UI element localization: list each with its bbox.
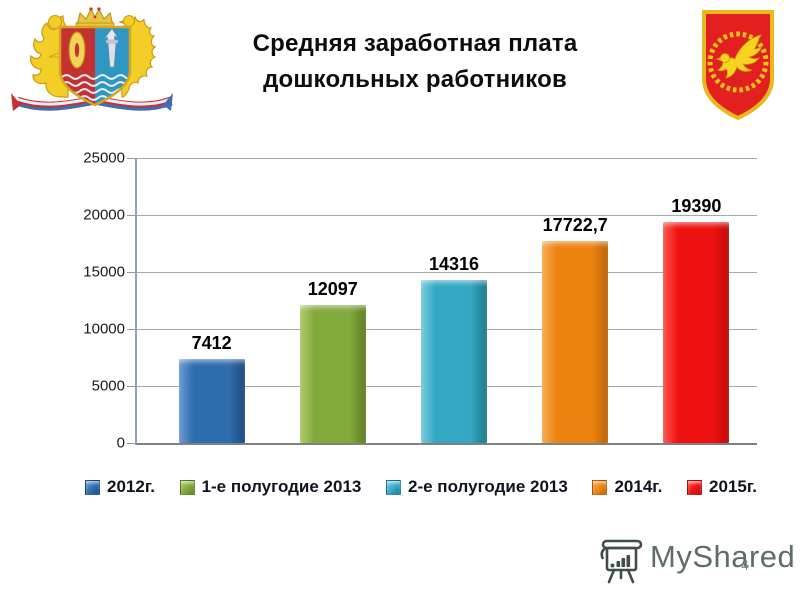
y-axis-label-25000: 25000 [83, 149, 125, 167]
legend-swatch-orange [592, 479, 608, 495]
golden-wreath-ring [707, 31, 769, 93]
bar-value-label-blue: 7412 [191, 332, 232, 353]
y-axis-label-5000: 5000 [91, 377, 125, 395]
bars-row: 7412 12097 14316 17722,7 19390 [137, 158, 757, 443]
legend-label-blue: 2012г. [107, 477, 155, 496]
legend-swatch-green [179, 479, 195, 495]
bar-group-teal: 14316 [393, 158, 514, 443]
bar-orange [542, 240, 609, 443]
legend-item-orange: 2014г. [592, 477, 662, 497]
myshared-brand-text: MyShared [650, 539, 796, 574]
legend-label-green: 1-е полугодие 2013 [201, 477, 362, 496]
bar-value-label-teal: 14316 [428, 253, 480, 274]
slide-title-line1: Средняя заработная плата [252, 30, 578, 57]
golden-lion-supporter [29, 15, 69, 98]
bar-group-orange: 17722,7 [515, 158, 636, 443]
slide-title: Средняя заработная плата дошкольных рабо… [185, 26, 645, 98]
bar-green [299, 305, 366, 443]
y-axis-tick-15000 [127, 272, 135, 273]
legend-item-blue: 2012г. [85, 477, 155, 497]
crown-icon [75, 7, 115, 28]
bar-value-label-green: 12097 [307, 279, 358, 300]
legend-label-teal: 2-е полугодие 2013 [408, 477, 568, 496]
y-axis-tick-10000 [127, 329, 135, 330]
golden-falcon-icon [716, 34, 763, 84]
legend-item-teal: 2-е полугодие 2013 [386, 477, 568, 497]
bar-group-blue: 7412 [151, 158, 272, 443]
legend-label-orange: 2014г. [614, 477, 663, 496]
bar-value-label-orange: 17722,7 [542, 214, 608, 235]
shield [58, 25, 132, 107]
y-axis-tick-0 [127, 443, 135, 444]
legend-swatch-red [687, 479, 703, 495]
gridline-15000 [137, 272, 757, 273]
bar-value-label-red: 19390 [671, 195, 722, 216]
bar-group-green: 12097 [272, 158, 393, 443]
myshared-watermark: MyShared [598, 536, 795, 586]
gridline-25000 [137, 158, 757, 159]
y-axis-tick-25000 [127, 158, 135, 159]
easel-presentation-icon [600, 539, 643, 584]
falcon-coat-of-arms [702, 10, 774, 121]
ivanovo-oblast-coat-of-arms [11, 7, 173, 111]
legend-label-red: 2015г. [709, 477, 757, 496]
legend-swatch-blue [85, 479, 100, 495]
legend-item-red: 2015г. [687, 477, 757, 497]
bar-group-red: 19390 [636, 158, 757, 443]
chart-legend: 2012г. 1-е полугодие 2013 2-е полугодие 20… [85, 477, 757, 497]
bar-red [663, 221, 730, 443]
legend-item-green: 1-е полугодие 2013 [179, 477, 362, 497]
gridline-20000 [137, 215, 757, 216]
slide-title-line2: дошкольных работников [263, 66, 567, 93]
y-axis-tick-20000 [127, 215, 135, 216]
y-axis-tick-5000 [127, 386, 135, 387]
plot-area: 7412 12097 14316 17722,7 19390 25000 20000 150… [83, 150, 757, 452]
y-axis-label-0: 0 [116, 434, 125, 452]
y-axis-label-15000: 15000 [83, 263, 125, 281]
y-axis-label-20000: 20000 [83, 206, 125, 224]
bar-teal [421, 279, 487, 443]
bar-blue [178, 358, 245, 443]
torch-icon [104, 28, 119, 68]
page-number: 4 [741, 557, 749, 573]
legend-swatch-teal [386, 479, 402, 495]
y-axis-label-10000: 10000 [83, 320, 125, 338]
